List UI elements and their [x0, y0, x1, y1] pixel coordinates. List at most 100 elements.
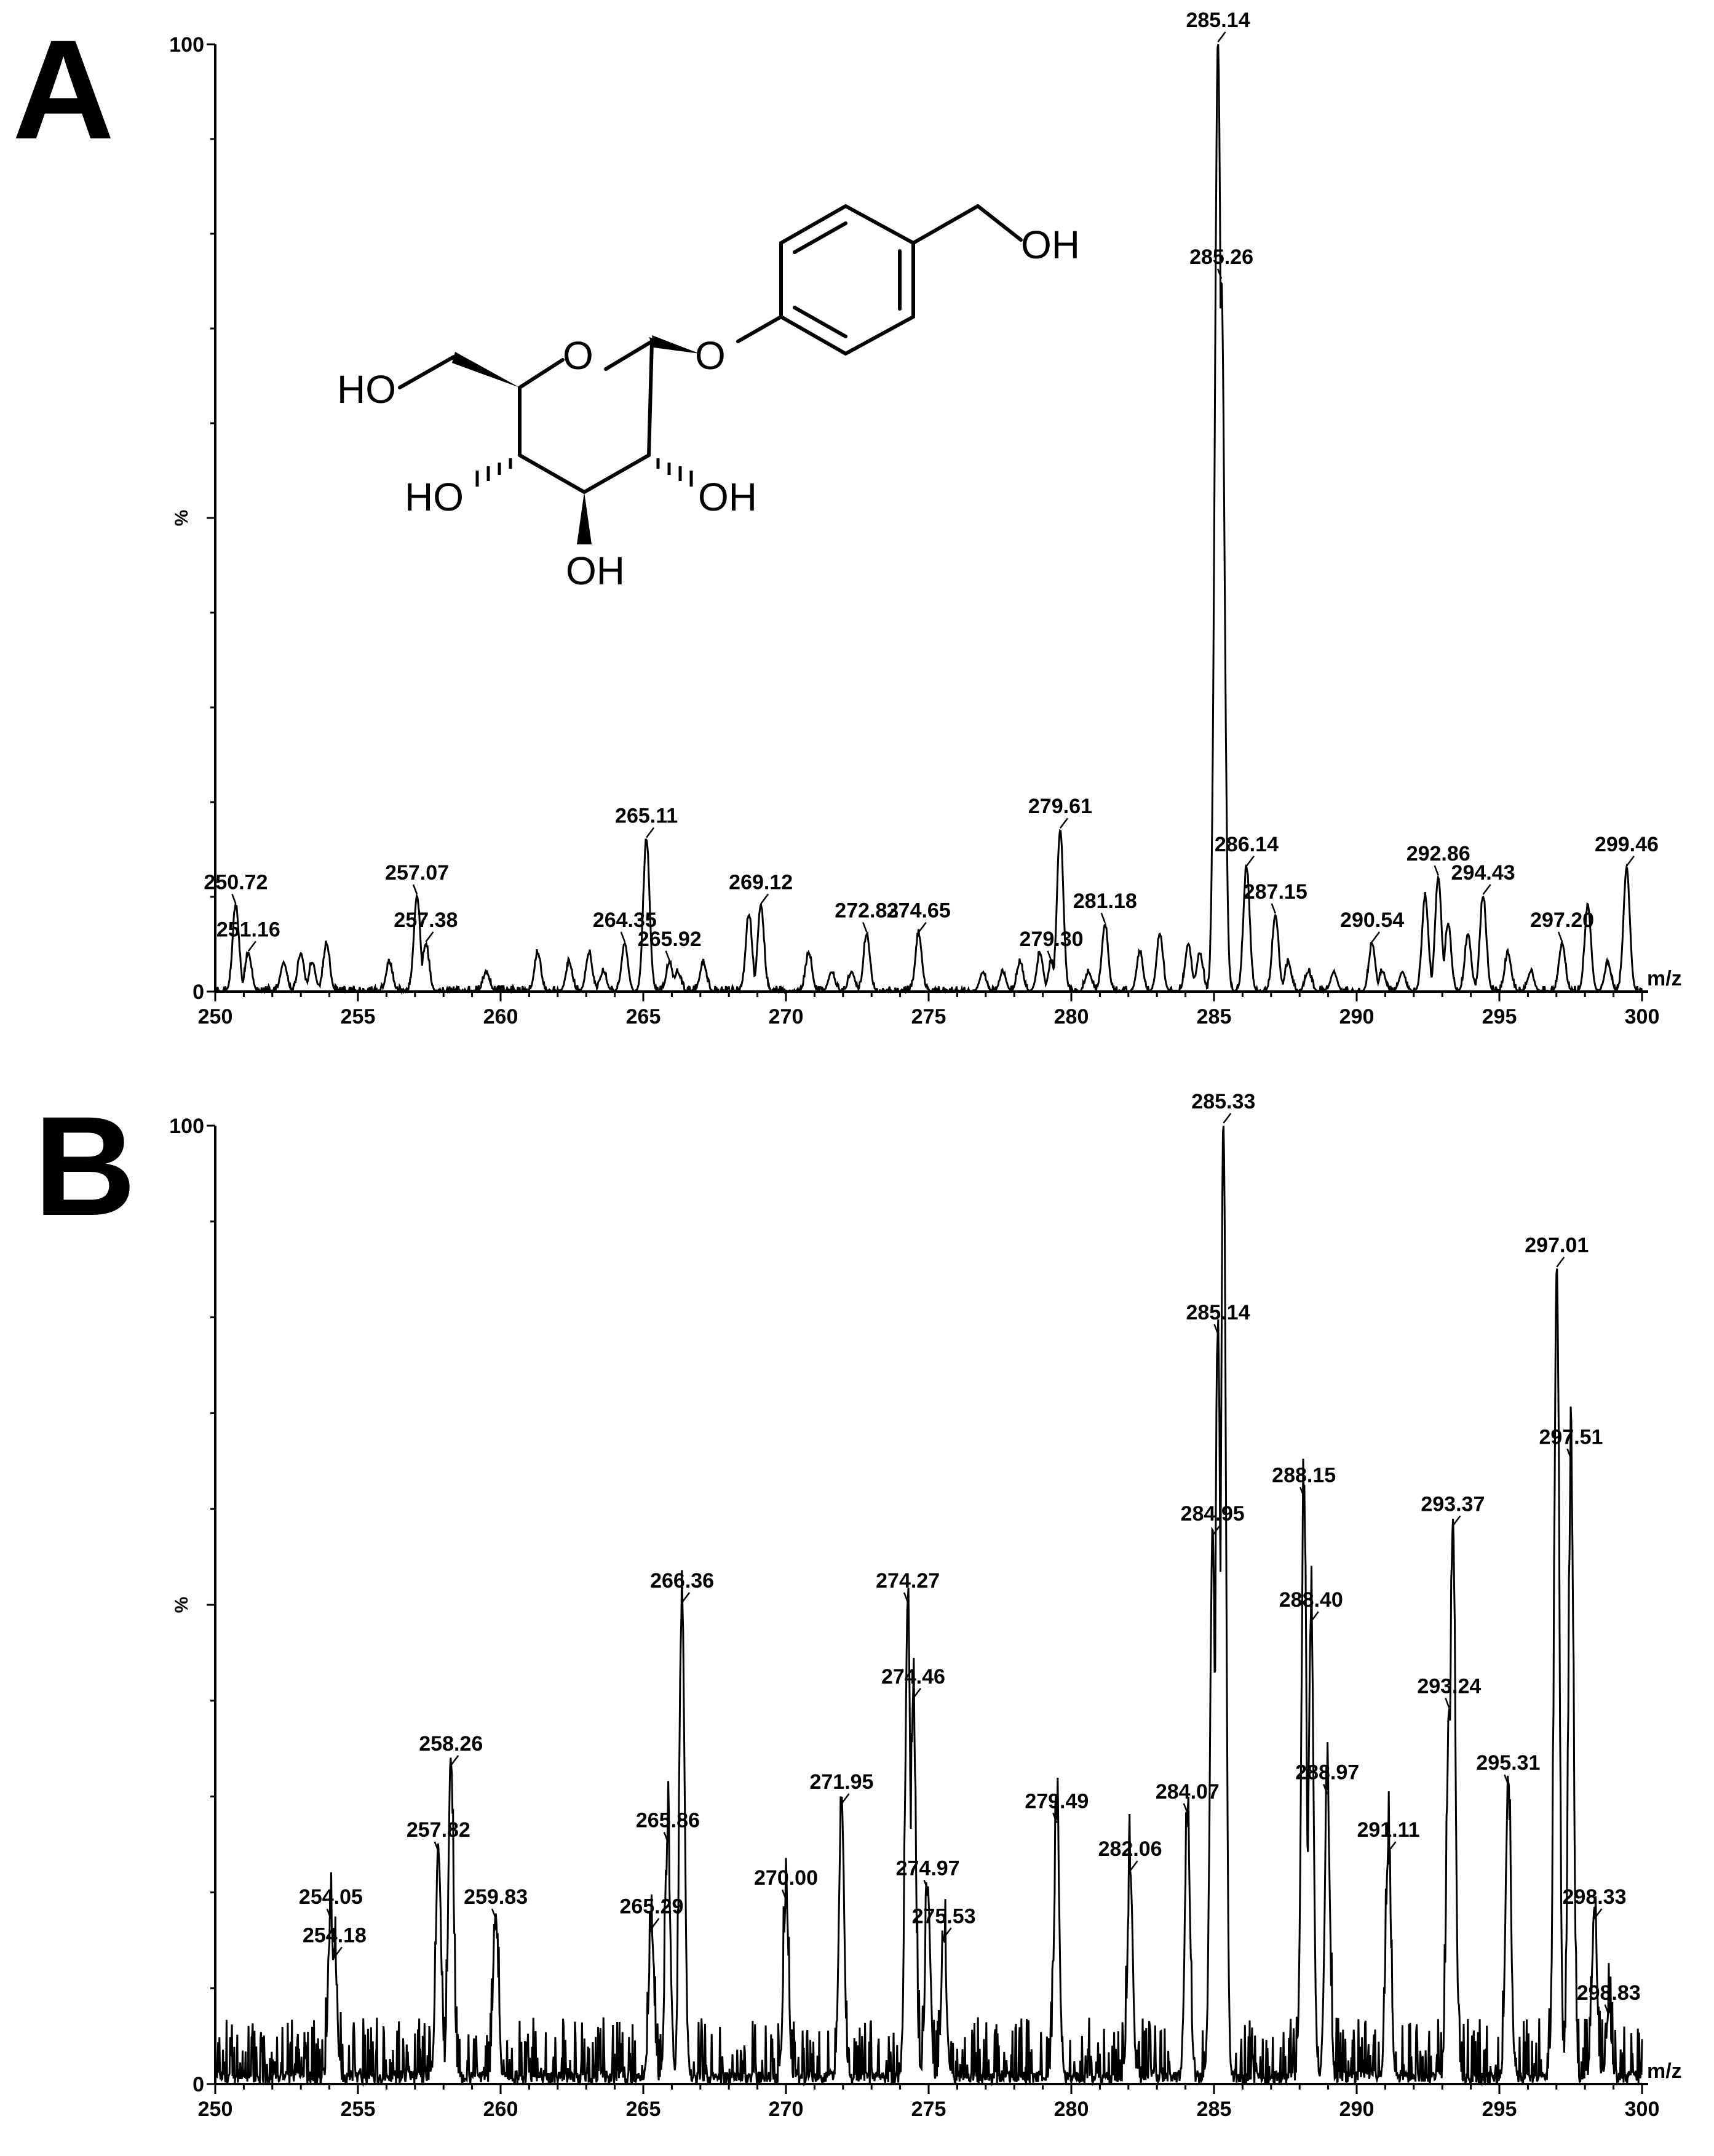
peak-leader	[450, 1755, 459, 1766]
panel-label-b: B	[34, 1087, 136, 1245]
peak-leader	[918, 921, 927, 933]
peak-label: 284.07	[1156, 1780, 1220, 1804]
peak-label: 285.33	[1191, 1090, 1255, 1113]
peak-label: 274.97	[896, 1856, 960, 1880]
peak-leader	[1100, 912, 1106, 923]
peak-leader	[862, 922, 868, 933]
peak-label: 257.07	[385, 861, 449, 885]
peak-leader	[903, 1592, 909, 1603]
atom-label-ho-lower-left: HO	[405, 475, 464, 519]
peak-leader	[1566, 1448, 1572, 1459]
x-tick-label: 250	[198, 1005, 233, 1028]
peak-label: 279.49	[1025, 1789, 1089, 1813]
peak-label: 286.14	[1215, 833, 1279, 856]
peak-leader	[1434, 865, 1439, 876]
atom-label-oh-lower-right: OH	[698, 475, 757, 519]
x-tick-label: 250	[198, 2098, 233, 2121]
peak-leader	[1183, 1803, 1189, 1814]
peak-label: 266.36	[650, 1569, 714, 1593]
peak-leader	[760, 893, 769, 905]
x-tick-label: 300	[1625, 2098, 1660, 2121]
peak-label: 293.24	[1417, 1674, 1481, 1698]
y-tick-label-100: 100	[169, 33, 204, 57]
peak-label: 265.86	[636, 1809, 700, 1832]
peak-label: 265.11	[615, 805, 678, 828]
atom-label-oh-right: OH	[1021, 223, 1080, 267]
peak-label: 275.53	[912, 1904, 976, 1928]
peak-leader	[1310, 1611, 1319, 1622]
x-tick-label: 260	[483, 1005, 518, 1028]
peak-leader	[1371, 931, 1381, 942]
peak-leader	[681, 1592, 691, 1603]
peak-leader	[781, 1889, 787, 1900]
x-tick-label: 285	[1197, 2098, 1232, 2121]
peak-leader	[1271, 903, 1276, 914]
peak-label: 290.54	[1340, 909, 1404, 932]
x-tick-label: 295	[1482, 1005, 1517, 1028]
x-tick-label: 270	[769, 1005, 804, 1028]
peak-label: 294.43	[1451, 861, 1515, 885]
peak-label: 297.01	[1525, 1234, 1589, 1257]
peak-label: 281.18	[1073, 889, 1137, 913]
peak-leader	[1556, 1256, 1565, 1268]
peak-label: 264.35	[593, 909, 657, 932]
peak-leader	[1625, 856, 1635, 867]
panel-label-a: A	[12, 10, 114, 169]
peak-label: 291.11	[1357, 1818, 1419, 1842]
x-tick-label: 265	[626, 2098, 661, 2121]
peak-label: 288.97	[1295, 1761, 1359, 1784]
x-tick-label: 290	[1339, 2098, 1375, 2121]
peak-label: 257.82	[407, 1818, 470, 1842]
peak-leader	[231, 893, 237, 904]
peak-label: 257.38	[394, 909, 458, 932]
peak-label: 250.72	[204, 870, 268, 894]
peak-leader	[1213, 1324, 1219, 1335]
peak-leader	[1387, 1841, 1397, 1852]
peak-label: 299.46	[1595, 833, 1659, 856]
spectrum-trace	[214, 44, 1643, 995]
y-axis-label: %	[172, 510, 192, 527]
x-tick-label: 300	[1625, 1005, 1660, 1028]
peak-leader	[1504, 1774, 1509, 1785]
peak-label: 285.14	[1186, 1301, 1250, 1324]
peak-leader	[1129, 1860, 1138, 1871]
peak-label: 288.15	[1272, 1464, 1336, 1487]
peak-leader	[1212, 1525, 1221, 1536]
peak-leader	[434, 1841, 440, 1852]
peak-label: 254.18	[303, 1923, 367, 1947]
peak-leader	[1047, 950, 1052, 961]
peak-label: 258.26	[419, 1732, 483, 1756]
peak-label: 293.37	[1421, 1492, 1485, 1516]
peak-label: 279.30	[1020, 928, 1084, 951]
peak-leader	[1482, 884, 1491, 895]
x-tick-label: 295	[1482, 2098, 1517, 2121]
peak-leader	[333, 1946, 343, 1958]
x-tick-label: 255	[341, 1005, 376, 1028]
peak-leader	[665, 950, 670, 961]
peak-leader	[1604, 2004, 1609, 2015]
x-tick-label: 285	[1197, 1005, 1232, 1028]
peak-label: 269.12	[729, 870, 793, 894]
y-tick-label-0: 0	[192, 2073, 204, 2096]
peak-label: 297.20	[1530, 909, 1594, 932]
y-tick-label-0: 0	[192, 981, 204, 1004]
peak-leader	[663, 1832, 669, 1842]
peak-leader	[912, 1688, 921, 1699]
peak-leader	[491, 1908, 497, 1919]
x-tick-label: 275	[911, 1005, 946, 1028]
x-axis-label: m/z	[1647, 967, 1682, 990]
peak-leader	[1299, 1487, 1305, 1498]
peak-label: 272.83	[835, 899, 899, 923]
peak-label: 287.15	[1244, 880, 1307, 904]
spectrum-panel-b: 0 100% 250 255 260 265 270 275 280 285 290 295 300 m/…	[169, 1090, 1681, 2121]
peak-leader	[1245, 856, 1255, 867]
peak-label: 284.95	[1181, 1502, 1245, 1526]
peak-leader	[1223, 1113, 1232, 1124]
atom-label-glyco-o: O	[695, 333, 726, 378]
peak-leader	[1452, 1515, 1461, 1527]
peak-label: 274.65	[887, 899, 951, 923]
y-axis-label: %	[172, 1597, 192, 1613]
x-tick-label: 275	[911, 2098, 946, 2121]
peak-label: 298.33	[1563, 1885, 1627, 1909]
peak-leader	[1557, 931, 1563, 942]
